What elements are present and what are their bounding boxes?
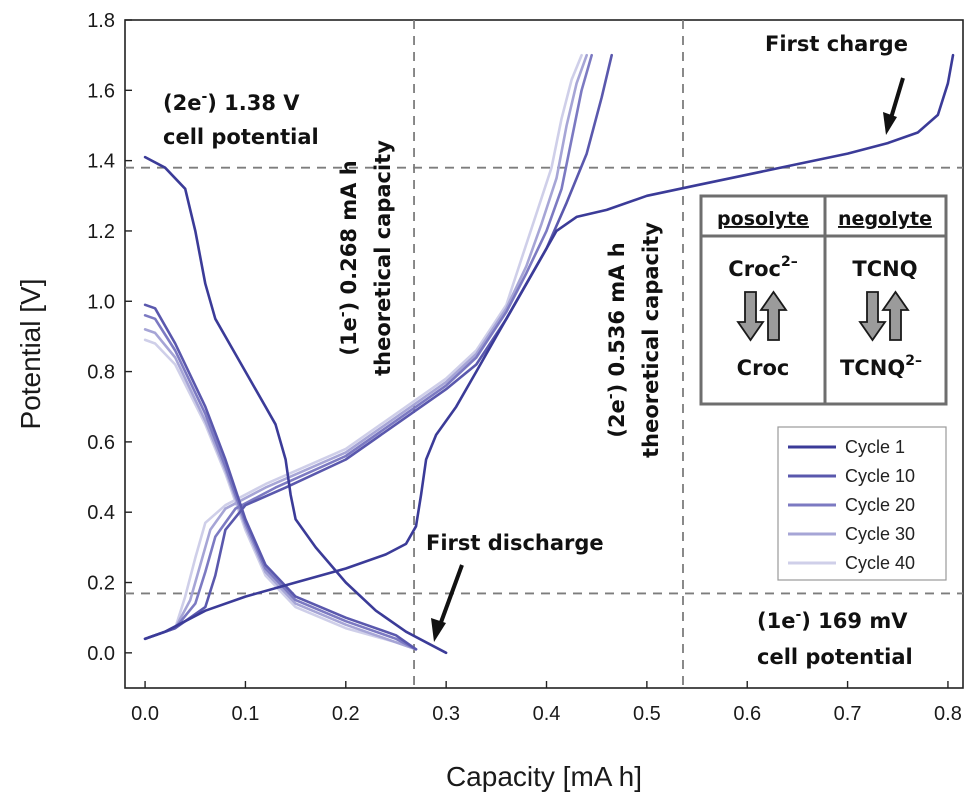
- x-tick-label: 0.7: [834, 703, 862, 725]
- series-cycle-40-charge-line: [143, 53, 583, 641]
- legend-label: Cycle 30: [845, 524, 915, 544]
- annotation-2e-cell-potential-line1: (2e-) 1.38 V: [163, 89, 300, 115]
- inset-negolyte-header: negolyte: [838, 208, 932, 230]
- inset-posolyte-header: posolyte: [717, 208, 809, 230]
- annotation-2e-theoretical-line2: theoretical capacity: [639, 222, 663, 458]
- y-tick-label: 0.6: [87, 432, 115, 454]
- y-tick-label: 0.8: [87, 362, 115, 384]
- legend-label: Cycle 1: [845, 437, 905, 457]
- inset-posolyte-bottom: Croc: [737, 356, 790, 380]
- legend-label: Cycle 40: [845, 553, 915, 573]
- annotation-1e-cell-potential-line1: (1e-) 169 mV: [757, 607, 908, 633]
- y-axis-title: Potential [V]: [15, 279, 46, 430]
- series-cycle-40-discharge-line: [143, 338, 418, 651]
- series-cycle-1-discharge-line: [143, 155, 448, 655]
- x-tick-label: 0.6: [733, 703, 761, 725]
- inset-negolyte-top: TCNQ: [852, 257, 917, 281]
- axis-ticks: 0.0 0.1 0.2 0.3 0.4 0.5 0.6 0.7 0.8 0.0 0.2 0.4 0.6 0…: [87, 10, 962, 725]
- series-cycle-30-charge-line: [143, 53, 588, 641]
- negolyte-redox-arrows-icon: [858, 290, 910, 342]
- y-tick-label: 1.8: [87, 10, 115, 32]
- annotation-1e-theoretical-line2: theoretical capacity: [371, 140, 395, 376]
- first-charge-arrow-icon: [883, 77, 905, 135]
- series-cycle-20-charge-line: [143, 53, 593, 641]
- y-tick-label: 0.0: [87, 643, 115, 665]
- posolyte-redox-arrows-icon: [736, 290, 788, 342]
- legend-label: Cycle 10: [845, 466, 915, 486]
- series-cycle-10-discharge-line: [143, 303, 418, 651]
- y-tick-label: 1.4: [87, 151, 115, 173]
- annotation-first-charge: First charge: [765, 32, 908, 56]
- legend: Cycle 1 Cycle 10 Cycle 20 Cycle 30 Cycle 40: [777, 426, 947, 581]
- x-tick-label: 0.3: [432, 703, 460, 725]
- x-tick-label: 0.5: [633, 703, 661, 725]
- plot-frame: [124, 19, 964, 689]
- x-tick-label: 0.1: [232, 703, 260, 725]
- annotation-2e-cell-potential-line2: cell potential: [163, 125, 319, 149]
- y-tick-label: 1.2: [87, 221, 115, 243]
- annotation-first-discharge: First discharge: [426, 531, 604, 555]
- y-tick-label: 0.2: [87, 573, 115, 595]
- annotation-1e-theoretical-line1: (1e-) 0.268 mA h: [335, 160, 361, 355]
- x-tick-label: 0.4: [533, 703, 561, 725]
- y-tick-label: 1.0: [87, 291, 115, 313]
- series-cycle-30-discharge-line: [143, 328, 418, 651]
- series-cycle-20-discharge-line: [143, 314, 418, 651]
- legend-label: Cycle 20: [845, 495, 915, 515]
- series-cycle-10-charge-line: [143, 53, 613, 641]
- x-axis-title: Capacity [mA h]: [446, 761, 642, 792]
- x-tick-label: 0.2: [332, 703, 360, 725]
- inset-negolyte-bottom: TCNQ2–: [840, 353, 922, 380]
- x-tick-label: 0.8: [934, 703, 962, 725]
- annotation-1e-cell-potential-line2: cell potential: [757, 645, 913, 669]
- y-tick-label: 1.6: [87, 80, 115, 102]
- annotation-2e-theoretical-line1: (2e-) 0.536 mA h: [603, 242, 629, 437]
- first-discharge-arrow-icon: [431, 564, 464, 642]
- reference-lines: [125, 20, 963, 688]
- inset-posolyte-top: Croc2–: [728, 254, 797, 281]
- electrolyte-inset: posolyte negolyte Croc2– Croc TCNQ TCNQ2…: [699, 194, 948, 406]
- x-tick-label: 0.0: [131, 703, 159, 725]
- series-lines: [143, 53, 955, 655]
- y-tick-label: 0.4: [87, 502, 115, 524]
